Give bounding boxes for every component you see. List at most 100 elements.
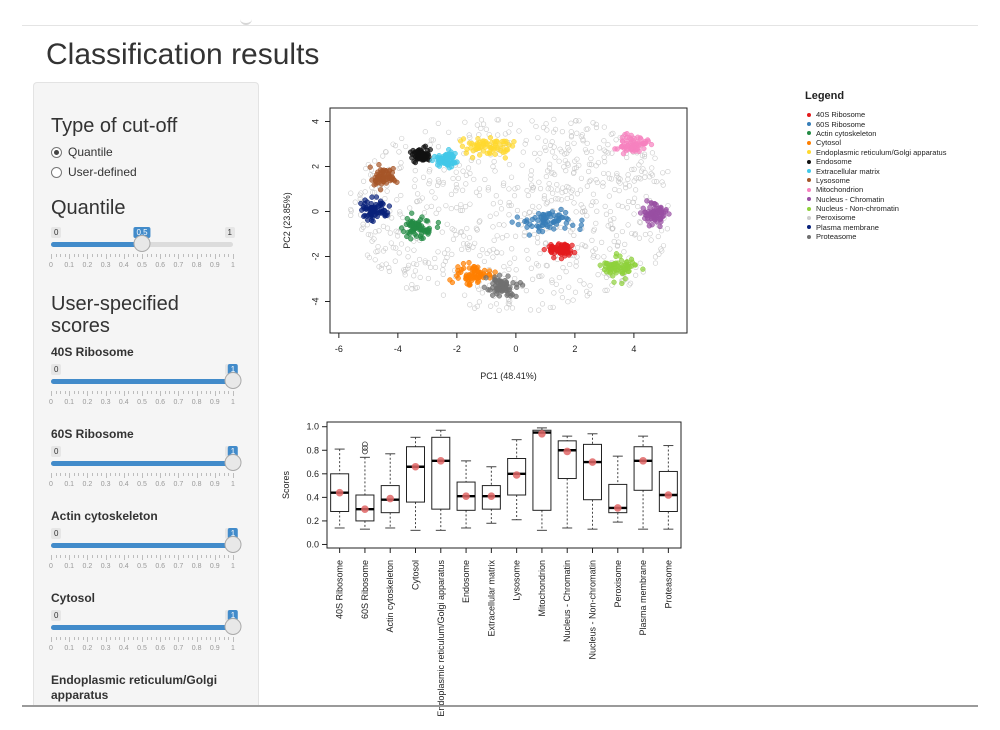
unknown-point — [658, 246, 664, 252]
unknown-point — [493, 193, 499, 199]
series-point — [611, 279, 617, 285]
unknown-point — [528, 176, 534, 182]
unknown-point — [485, 187, 491, 193]
slider-tick — [132, 473, 134, 476]
slider-tick — [87, 254, 89, 259]
slider-tick — [173, 473, 175, 476]
score-slider-60s-ribosome[interactable]: 01100.10.20.30.40.50.60.70.80.91 — [49, 446, 243, 492]
unknown-point — [541, 193, 548, 199]
series-point — [360, 203, 367, 210]
unknown-point — [439, 229, 445, 235]
slider-tick — [151, 473, 153, 476]
unknown-point — [474, 122, 480, 128]
unknown-point — [426, 181, 432, 187]
series-point — [579, 217, 585, 223]
unknown-point — [457, 207, 464, 213]
slider-grid-label: 1 — [231, 563, 235, 570]
quantile-slider[interactable]: 0 1 0.5 0 0.1 0.2 0.3 0.4 0.5 0.6 0.7 0.8 0.9 1 — [49, 227, 243, 273]
unknown-point — [630, 199, 636, 205]
y-tick-label: 0.0 — [306, 539, 319, 549]
unknown-point — [495, 132, 501, 138]
series-point — [373, 194, 380, 200]
series-point — [421, 152, 427, 159]
unknown-point — [461, 233, 467, 239]
slider-value-label: 1 — [227, 528, 239, 539]
slider-tick — [64, 391, 66, 394]
mean-point — [436, 457, 445, 465]
slider-grid-label: 0.9 — [209, 563, 220, 570]
radio-selected-icon[interactable] — [51, 146, 62, 158]
unknown-point — [636, 235, 643, 241]
unknown-point — [406, 262, 412, 268]
series-point — [509, 219, 515, 225]
legend-label: Endosome — [816, 157, 852, 167]
series-point — [526, 232, 533, 238]
unknown-point — [476, 299, 483, 305]
slider-handle[interactable] — [224, 618, 242, 635]
unknown-point — [560, 265, 566, 271]
unknown-point — [388, 240, 394, 246]
box-6 — [456, 460, 476, 529]
unknown-point — [512, 233, 519, 239]
unknown-point — [602, 287, 608, 293]
slider-handle[interactable] — [224, 372, 242, 389]
series-point — [517, 280, 523, 286]
series-point — [362, 212, 368, 219]
unknown-point — [595, 254, 601, 260]
slider-tick — [219, 555, 221, 558]
slider-tick — [201, 254, 203, 257]
unknown-point — [502, 131, 508, 137]
slider-label-er-golgi: Endoplasmic reticulum/Golgi apparatus — [51, 673, 218, 702]
score-slider-actin-cytoskeleton[interactable]: 01100.10.20.30.40.50.60.70.80.91 — [49, 528, 243, 574]
series-point — [377, 187, 384, 193]
unknown-point — [594, 179, 600, 186]
unknown-point — [545, 186, 551, 192]
unknown-point — [501, 264, 507, 270]
slider-handle[interactable] — [224, 536, 242, 553]
radio-quantile[interactable]: Quantile — [51, 145, 113, 159]
slider-tick — [151, 637, 153, 640]
slider-tick — [60, 555, 62, 558]
slider-grid-label: 0.1 — [64, 481, 75, 488]
unknown-point — [593, 163, 599, 169]
radio-unselected-icon[interactable] — [51, 166, 62, 178]
slider-handle[interactable] — [224, 454, 242, 471]
unknown-point — [631, 178, 637, 184]
unknown-point — [636, 175, 642, 181]
unknown-point — [403, 143, 409, 150]
slider-tick — [169, 254, 171, 257]
slider-handle[interactable] — [133, 235, 151, 252]
slider-tick — [114, 391, 116, 394]
score-slider-40s-ribosome[interactable]: 01100.10.20.30.40.50.60.70.80.91 — [49, 364, 243, 410]
unknown-point — [386, 265, 392, 271]
y-tick-label: 0.2 — [306, 516, 319, 526]
unknown-point — [411, 247, 417, 253]
series-point — [450, 153, 457, 160]
slider-tick — [205, 391, 207, 394]
series-point — [511, 138, 517, 145]
unknown-point — [481, 258, 487, 265]
mean-point — [664, 491, 673, 499]
series-point — [524, 217, 530, 223]
unknown-point — [454, 205, 460, 211]
series-point — [513, 293, 519, 300]
unknown-point — [583, 243, 589, 250]
score-slider-cytosol[interactable]: 01100.10.20.30.40.50.60.70.80.91 — [49, 610, 243, 656]
slider-grid-label: 0.6 — [155, 399, 166, 406]
unknown-point — [665, 168, 671, 175]
unknown-point — [479, 290, 486, 296]
series-point — [487, 135, 494, 141]
unknown-point — [506, 266, 512, 273]
unknown-point — [405, 246, 411, 252]
box-iqr — [608, 483, 628, 514]
y-tick-label: 2 — [310, 164, 320, 169]
radio-user-defined[interactable]: User-defined — [51, 165, 137, 179]
series-point — [515, 221, 521, 228]
unknown-point — [451, 227, 457, 233]
unknown-point — [398, 192, 404, 199]
top-divider — [22, 25, 978, 26]
unknown-point — [488, 303, 494, 309]
unknown-point — [576, 118, 582, 124]
slider-tick — [101, 473, 103, 476]
unknown-point — [565, 162, 571, 168]
